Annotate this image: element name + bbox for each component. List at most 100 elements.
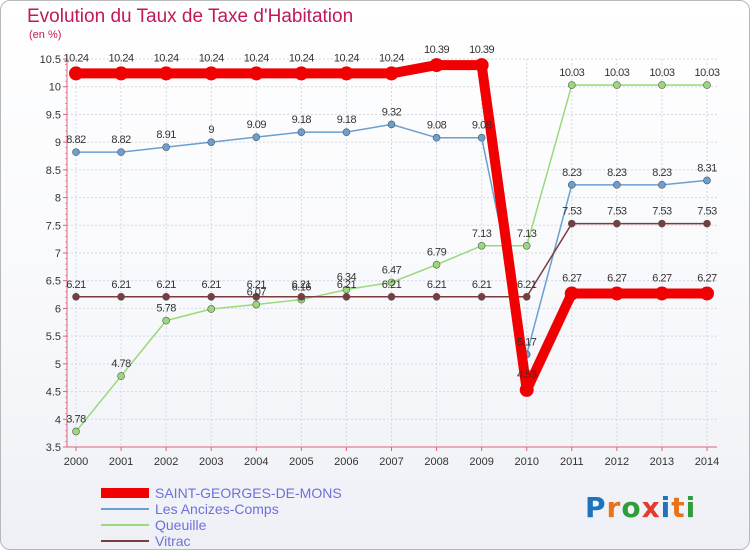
series-point-0 [519,382,534,397]
chart-legend: SAINT-GEORGES-DE-MONS Les Ancizes-Comps Qu… [101,485,421,549]
series-point-0 [339,66,354,81]
data-label: 6.21 [517,279,537,291]
logo-letter: P [585,491,607,524]
x-tick-label: 2013 [650,456,674,468]
logo-letter: i [685,491,697,524]
data-label: 6.27 [652,272,672,284]
series-point-2 [72,427,80,436]
logo-letter: x [641,491,661,524]
y-tick-label: 5 [55,359,61,371]
x-tick-label: 2008 [424,456,448,468]
series-point-2 [703,81,711,89]
logo-letter: o [621,491,642,524]
data-label: 6.21 [111,279,131,291]
logo-letter: i [660,491,672,524]
series-point-3 [252,292,261,301]
data-label: 5.78 [156,303,176,315]
data-label: 10.24 [199,52,224,64]
y-tick-label: 9.5 [46,109,61,121]
data-label: 10.39 [424,44,449,56]
series-point-2 [387,278,396,287]
data-label: 9.08 [427,120,447,132]
x-tick-label: 2010 [514,456,538,468]
series-point-0 [700,286,714,301]
series-point-3 [342,292,351,301]
data-label: 8.31 [697,162,717,174]
series-point-3 [703,219,711,228]
y-tick-label: 8.5 [46,165,61,177]
series-point-1 [207,138,216,146]
data-label: 6.21 [337,279,357,291]
x-tick-label: 2002 [154,456,178,468]
data-label: 8.82 [66,134,86,146]
data-label: 10.03 [604,67,629,79]
series-point-2 [613,81,621,89]
series-point-0 [159,66,174,81]
data-label: 4.53 [517,369,537,381]
x-tick-label: 2006 [334,456,358,468]
series-point-3 [613,219,621,228]
x-tick-label: 2005 [289,456,313,468]
data-label: 9.18 [337,114,357,126]
data-label: 10.24 [109,52,134,64]
series-point-2 [567,81,576,89]
series-point-1 [72,148,80,156]
series-point-0 [474,58,489,73]
y-tick-label: 7.5 [46,220,61,232]
data-label: 6.21 [202,279,222,291]
series-point-3 [162,292,170,301]
y-tick-label: 8 [55,193,61,205]
proxiti-logo: Proxiti [585,491,696,524]
series-point-1 [432,133,441,142]
chart-subtitle: (en %) [29,29,62,41]
series-point-3 [658,219,666,228]
series-point-2 [522,241,531,250]
data-label: 10.24 [63,52,88,64]
series-point-0 [564,286,579,301]
series-point-2 [252,300,261,309]
legend-item: Vitrac [101,533,421,549]
data-label: 6.21 [156,279,176,291]
data-label: 6.07 [247,287,267,299]
series-point-0 [429,58,444,73]
series-point-1 [117,148,125,156]
data-label: 6.21 [427,279,447,291]
legend-label: Vitrac [155,533,191,549]
data-label: 6.27 [607,272,627,284]
y-tick-label: 4.5 [46,387,61,399]
data-label: 10.03 [559,67,584,79]
series-point-2 [117,372,125,380]
data-label: 10.24 [154,52,179,64]
x-tick-label: 2009 [469,456,493,468]
data-label: 7.53 [562,206,582,218]
series-point-3 [387,292,396,301]
y-tick-label: 6 [55,303,61,315]
series-point-1 [567,181,576,189]
data-label: 6.34 [337,272,357,284]
x-tick-label: 2012 [605,456,629,468]
data-label: 7.13 [517,228,537,240]
data-label: 8.23 [652,167,672,179]
data-label: 6.16 [292,282,312,294]
series-point-1 [477,133,486,142]
data-label: 7.53 [607,206,627,218]
series-point-0 [69,66,83,81]
x-tick-label: 2004 [244,456,268,468]
data-label: 10.24 [379,52,404,64]
x-tick-label: 2001 [109,456,133,468]
x-tick-label: 2000 [64,456,88,468]
legend-swatch [101,540,149,542]
data-label: 10.03 [649,67,674,79]
series-point-2 [207,305,216,313]
data-label: 9 [208,124,214,136]
series-point-0 [294,66,309,81]
y-tick-label: 9 [55,137,61,149]
series-point-3 [477,292,486,301]
y-tick-label: 10 [49,82,61,94]
data-label: 3.78 [66,413,86,425]
series-point-0 [609,286,624,301]
legend-label: SAINT-GEORGES-DE-MONS [155,485,342,501]
x-tick-label: 2011 [560,456,584,468]
series-point-0 [114,66,129,81]
